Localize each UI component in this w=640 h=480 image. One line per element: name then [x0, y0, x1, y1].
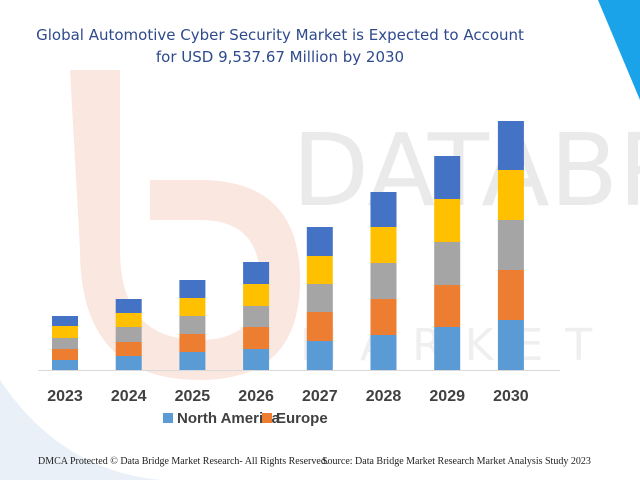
bar-2027-series-5 [306, 227, 333, 256]
bar-2023-series-1 [52, 360, 78, 370]
bar-2024-series-1 [115, 356, 142, 370]
bar-2029-series-2 [434, 285, 461, 327]
x-tick-label: 2026 [238, 388, 274, 405]
bar-2023-series-5 [52, 316, 78, 326]
bar-2030-series-1 [497, 320, 524, 370]
chart-title: Global Automotive Cyber Security Market … [10, 24, 550, 68]
bar-2026-series-1 [243, 349, 270, 370]
bar-2025-series-5 [179, 280, 206, 298]
legend-label: Europe [276, 410, 328, 427]
corner-accent-shape [598, 0, 640, 100]
watermark-brand-text: DATABR [292, 112, 640, 229]
bar-2029-series-5 [434, 156, 461, 199]
title-line-1: Global Automotive Cyber Security Market … [36, 26, 524, 44]
bar-2027-series-3 [306, 284, 333, 312]
x-tick-label: 2024 [111, 388, 147, 405]
bar-2026-series-4 [243, 284, 270, 306]
bar-2025-series-3 [179, 316, 206, 334]
bar-2025-series-1 [179, 352, 206, 370]
bar-2029-series-4 [434, 199, 461, 242]
bar-2023-series-3 [52, 338, 78, 349]
bar-2025-series-2 [179, 334, 206, 352]
bar-2024-series-3 [115, 327, 142, 342]
x-tick-label: 2029 [429, 388, 465, 405]
x-tick-label: 2025 [175, 388, 211, 405]
bar-2028-series-2 [370, 299, 397, 335]
bar-2030-series-5 [497, 121, 524, 170]
watermark-sub-text: MARKET RE [300, 320, 640, 371]
title-line-2: for USD 9,537.67 Million by 2030 [155, 48, 405, 66]
footer-source: Source: Data Bridge Market Research Mark… [322, 456, 591, 467]
watermark-arc-shape [0, 380, 160, 480]
bar-2028-series-1 [370, 335, 397, 370]
bar-2027-series-1 [306, 341, 333, 370]
bar-2027-series-2 [306, 312, 333, 341]
x-tick-label: 2023 [47, 388, 83, 405]
bar-2030-series-2 [497, 270, 524, 320]
legend-swatch [262, 413, 272, 423]
bar-2026-series-2 [243, 327, 270, 349]
bar-2024-series-5 [115, 299, 142, 313]
bar-2023-series-2 [52, 349, 78, 360]
bar-2028-series-4 [370, 227, 397, 263]
x-tick-label: 2027 [302, 388, 338, 405]
footer-copyright: DMCA Protected © Data Bridge Market Rese… [38, 456, 329, 467]
legend-label: North America [177, 410, 280, 427]
x-tick-label: 2030 [493, 388, 529, 405]
bar-2027-series-4 [306, 256, 333, 284]
bar-2029-series-3 [434, 242, 461, 285]
bar-2025-series-4 [179, 298, 206, 316]
bar-2024-series-2 [115, 342, 142, 356]
legend-swatch [163, 413, 173, 423]
x-tick-label: 2028 [366, 388, 402, 405]
bar-2030-series-4 [497, 170, 524, 220]
bar-2029-series-1 [434, 327, 461, 370]
bar-2026-series-5 [243, 262, 270, 284]
bar-2026-series-3 [243, 306, 270, 327]
bar-2028-series-3 [370, 263, 397, 299]
bar-2024-series-4 [115, 313, 142, 327]
bar-2023-series-4 [52, 326, 78, 338]
bar-2030-series-3 [497, 220, 524, 270]
bar-2028-series-5 [370, 192, 397, 227]
